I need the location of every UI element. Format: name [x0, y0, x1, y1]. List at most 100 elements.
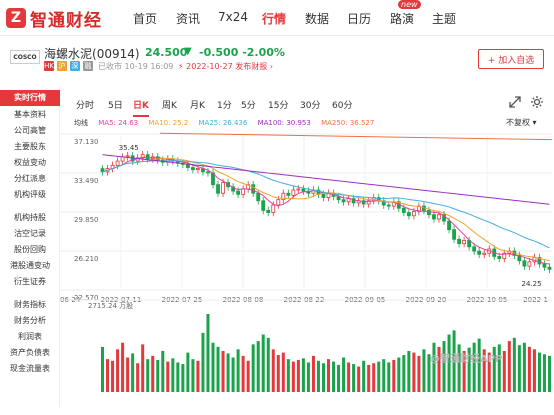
earnings-notice[interactable]: ⚡ 2022-10-27 发布财报 ›: [178, 62, 273, 71]
brand-logo-icon: Z: [6, 8, 26, 28]
sidebar-item-balance[interactable]: 资产负债表: [10, 348, 50, 357]
volume-bar: [357, 366, 361, 392]
volume-bar: [497, 344, 501, 392]
volume-bar: [101, 346, 105, 392]
volume-bar: [327, 359, 331, 392]
candle: [482, 252, 487, 255]
chart-panel: 分时 5日 日K 周K 月K 1分 5分 15分 30分 60分 均线 MA5:…: [60, 86, 554, 407]
adjust-select[interactable]: 不复权 ▾: [506, 118, 537, 127]
sidebar: 实时行情 基本资料 公司高管 主要股东 权益变动 分红派息 机构评级 机构持股 …: [0, 86, 60, 407]
sidebar-item-realtime[interactable]: 实时行情: [0, 90, 60, 106]
sidebar-item-profile[interactable]: 基本资料: [14, 110, 46, 119]
volume-bar: [121, 342, 125, 392]
sidebar-item-dividends[interactable]: 分红派息: [14, 174, 46, 183]
volume-bar: [291, 361, 295, 392]
tab-30min[interactable]: 30分: [300, 101, 321, 111]
legend-label: 均线: [74, 119, 88, 127]
volume-bar: [427, 354, 431, 392]
candle: [537, 257, 542, 265]
candle: [351, 198, 356, 204]
ma250-line: [159, 132, 553, 141]
stock-name: 海螺水泥: [44, 47, 93, 61]
tab-daily-k[interactable]: 日K: [133, 98, 149, 117]
tab-weekly-k[interactable]: 周K: [162, 101, 177, 111]
volume-bar: [447, 334, 451, 392]
nav-item-news[interactable]: 资讯: [176, 12, 201, 26]
volume-bar: [241, 355, 245, 392]
tab-5min[interactable]: 5分: [241, 101, 256, 111]
nav-item-market[interactable]: 行情: [262, 12, 287, 26]
tab-5day[interactable]: 5日: [108, 101, 123, 111]
volume-bar: [407, 350, 411, 392]
volume-bar: [271, 349, 275, 392]
volume-bar: [347, 362, 351, 392]
sidebar-item-ratings[interactable]: 机构评级: [14, 190, 46, 199]
candle: [256, 192, 261, 202]
candle: [462, 239, 467, 245]
nav-item-home[interactable]: 首页: [133, 12, 158, 26]
sidebar-item-buyback[interactable]: 股份回购: [14, 245, 46, 254]
nav-item-7x24[interactable]: 7x24: [218, 10, 249, 24]
y-tick-label: 29.850: [74, 216, 99, 224]
ma-legend: 均线 MA5: 24.63 MA10: 25.2 MA25: 26.436 MA…: [74, 118, 382, 128]
top-nav: Z 智通财经 首页 资讯 7x24 行情 数据 日历 路演 new 主题: [0, 0, 554, 36]
volume-bar: [111, 360, 115, 392]
candle: [447, 220, 451, 231]
volume-bar: [301, 358, 305, 392]
nav-item-roadshow[interactable]: 路演: [390, 12, 415, 26]
volume-bar: [106, 359, 110, 392]
volume-bar: [306, 362, 310, 392]
volume-bar: [502, 350, 506, 392]
volume-bar: [176, 362, 180, 392]
volume-bar: [537, 352, 541, 392]
volume-bar: [141, 344, 145, 392]
sidebar-item-equity-change[interactable]: 权益变动: [14, 158, 46, 167]
volume-bar: [236, 349, 240, 392]
candle: [100, 168, 105, 173]
volume-bar: [377, 361, 381, 392]
candle: [286, 192, 291, 196]
candle: [497, 256, 502, 260]
volume-bar: [311, 355, 315, 392]
sidebar-item-income[interactable]: 利润表: [18, 332, 42, 341]
volume-bar: [432, 342, 436, 392]
tab-60min[interactable]: 60分: [332, 101, 353, 111]
brand-logo[interactable]: Z 智通财经: [6, 6, 102, 31]
tab-monthly-k[interactable]: 月K: [190, 101, 205, 111]
sidebar-item-derivatives[interactable]: 衍生证券: [14, 277, 46, 286]
sidebar-item-executives[interactable]: 公司高管: [14, 126, 46, 135]
nav-item-data[interactable]: 数据: [305, 12, 330, 26]
sidebar-item-fin-indicators[interactable]: 财务指标: [14, 300, 46, 309]
tab-timeshare[interactable]: 分时: [76, 101, 95, 111]
sidebar-item-institutional[interactable]: 机构持股: [14, 213, 46, 222]
legend-ma100: MA100: 30.953: [257, 119, 311, 127]
volume-bar: [482, 349, 486, 392]
candle: [211, 172, 215, 186]
tab-1min[interactable]: 1分: [217, 101, 232, 111]
volume-bar: [332, 361, 336, 392]
candle: [271, 204, 276, 213]
sidebar-item-short-selling[interactable]: 沽空记录: [14, 229, 46, 238]
volume-bar: [136, 363, 140, 392]
sidebar-item-fin-analysis[interactable]: 财务分析: [14, 316, 46, 325]
nav-item-topic[interactable]: 主题: [432, 12, 457, 26]
volume-bar: [527, 346, 531, 392]
volume-bar: [492, 346, 496, 392]
candle: [406, 212, 411, 217]
add-watchlist-button[interactable]: + 加入自选: [478, 49, 544, 69]
candle: [442, 214, 446, 222]
sidebar-item-shareholders[interactable]: 主要股东: [14, 142, 46, 151]
sidebar-item-connect[interactable]: 港股通变动: [10, 261, 50, 270]
nav-item-calendar[interactable]: 日历: [347, 12, 372, 26]
volume-bar: [402, 355, 406, 392]
high-annotation: 35.45: [119, 144, 139, 152]
settings-icon[interactable]: [530, 95, 544, 109]
y-tick-label: 26.210: [74, 255, 99, 263]
candle: [472, 246, 477, 252]
candle: [321, 193, 326, 198]
tab-15min[interactable]: 15分: [268, 101, 289, 111]
expand-icon[interactable]: [508, 95, 522, 109]
candle: [346, 198, 351, 203]
sidebar-item-cashflow[interactable]: 现金流量表: [10, 364, 50, 373]
